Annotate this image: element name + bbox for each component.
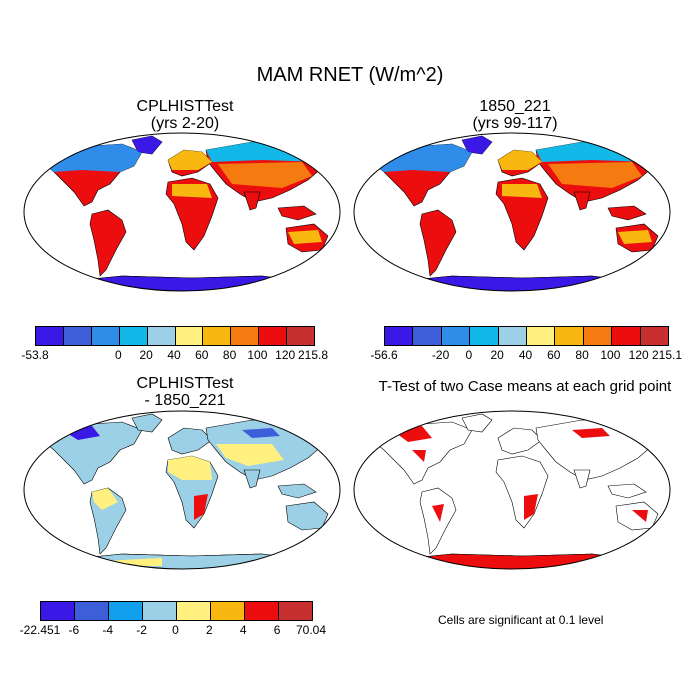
colorbar-3: [40, 601, 313, 621]
cb3-tick-label: 4: [239, 623, 247, 637]
significance-note: Cells are significant at 0.1 level: [438, 613, 604, 627]
panel3-title-line1: CPLHISTTest: [136, 375, 234, 392]
cb2-swatch: [527, 327, 556, 345]
cb2-tick-label: 100: [600, 348, 621, 362]
cb2-tick-label: 120: [628, 348, 649, 362]
panel1-map: [23, 132, 341, 292]
cb2-tick-label: 40: [518, 348, 533, 362]
cb3-tick-label: -2: [136, 623, 147, 637]
cb1-tick-label: -53.8: [21, 348, 49, 362]
cb1-swatch: [287, 327, 315, 345]
panel4-title-line1: T-Test of two Case means at each grid po…: [378, 378, 672, 395]
cb2-tick-label: 80: [575, 348, 589, 362]
cb1-tick-label: 100: [247, 348, 268, 362]
main-title: MAM RNET (W/m^2): [256, 64, 444, 86]
cb2-swatch: [555, 327, 584, 345]
cb2-tick-label: 20: [490, 348, 504, 362]
cb1-tick-label: 0: [115, 348, 122, 362]
cb2-swatch: [583, 327, 613, 345]
panel4-map: [353, 410, 671, 570]
panel1-title-line1: CPLHISTTest: [136, 98, 234, 115]
panel3-title: CPLHISTTest - 1850_221: [20, 375, 350, 409]
cb1-swatch: [231, 327, 260, 345]
panel2-title-line1: 1850_221: [479, 98, 551, 115]
cb2-tick-label: 215.1: [651, 348, 683, 362]
cb2-swatch: [498, 327, 528, 345]
cb3-tick-label: 2: [206, 623, 213, 637]
cb2-swatch: [441, 327, 471, 345]
cb1-swatch: [175, 327, 204, 345]
cb1-tick-label: 80: [222, 348, 237, 362]
cb1-swatch: [63, 327, 92, 345]
panel1-title: CPLHISTTest (yrs 2-20): [20, 98, 350, 132]
cb2-swatch: [640, 327, 669, 345]
cb1-swatch: [203, 327, 232, 345]
cb2-swatch: [470, 327, 499, 345]
cb3-tick-label: 6: [273, 623, 281, 637]
cb1-swatch: [36, 327, 64, 345]
panel1-title-line2: (yrs 2-20): [150, 115, 220, 132]
cb3-swatch: [75, 602, 109, 620]
cb3-swatch: [41, 602, 75, 620]
cb2-tick-label: 0: [465, 348, 473, 362]
panel2-title: 1850_221 (yrs 99-117): [350, 98, 680, 132]
cb3-tick-label: 70.04: [295, 623, 327, 637]
cb2-swatch: [385, 327, 414, 345]
cb2-tick-label: 60: [547, 348, 561, 362]
cb2-tick-label: -20: [431, 348, 450, 362]
cb3-swatch: [143, 602, 177, 620]
cb3-swatch: [279, 602, 312, 620]
cb3-tick-label: -6: [68, 623, 80, 637]
cb3-swatch: [211, 602, 245, 620]
panel2-title-line2: (yrs 99-117): [472, 115, 558, 132]
cb3-swatch: [109, 602, 143, 620]
cb1-tick-label: 20: [139, 348, 153, 362]
cb1-swatch: [147, 327, 176, 345]
cb1-tick-label: 40: [167, 348, 181, 362]
colorbar-2: [384, 326, 669, 346]
panel3-title-line2: - 1850_221: [144, 392, 226, 409]
cb1-tick-label: 215.8: [297, 348, 329, 362]
cb2-swatch: [612, 327, 641, 345]
panel2-map: [353, 132, 671, 292]
cb1-swatch: [259, 327, 288, 345]
panel3-map: [23, 410, 341, 570]
panel4-title: T-Test of two Case means at each grid po…: [350, 378, 700, 395]
cb3-swatch: [177, 602, 211, 620]
cb1-tick-label: 120: [275, 348, 296, 362]
cb3-swatch: [245, 602, 279, 620]
cb3-tick-label: 0: [172, 623, 179, 637]
cb1-swatch: [119, 327, 148, 345]
cb1-swatch: [91, 327, 120, 345]
cb1-tick-label: 60: [195, 348, 209, 362]
cb2-swatch: [413, 327, 442, 345]
cb3-tick-label: -4: [102, 623, 114, 637]
colorbar-1: [35, 326, 315, 346]
cb2-tick-label: -56.6: [370, 348, 398, 362]
cb3-tick-label: -22.451: [19, 623, 61, 637]
